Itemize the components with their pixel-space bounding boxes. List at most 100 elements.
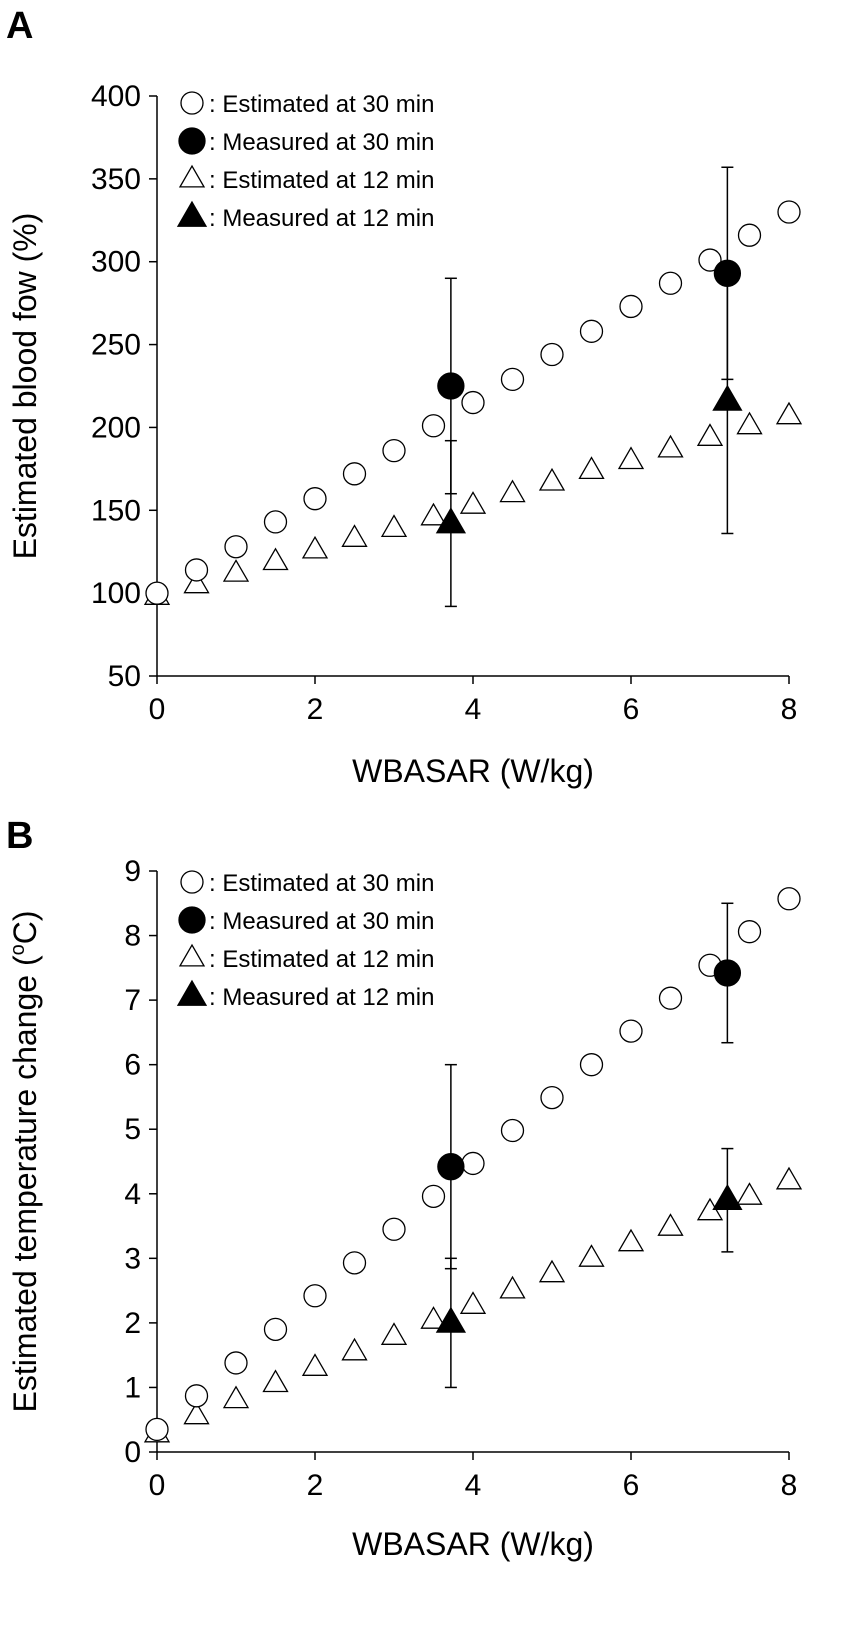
- y-tick-label: 9: [124, 855, 141, 888]
- x-axis-title: WBASAR (W/kg): [352, 1526, 594, 1562]
- estimated-triangle-point: [301, 1353, 329, 1376]
- estimated-circle-point: [342, 1251, 367, 1275]
- legend-label: : Measured at 30 min: [209, 129, 434, 156]
- estimated-triangle-point: [657, 1213, 684, 1236]
- y-tick-label: 5: [124, 1113, 141, 1146]
- legend-marker: [180, 91, 204, 115]
- x-tick-label: 8: [781, 693, 798, 726]
- x-axis-title: WBASAR (W/kg): [352, 753, 594, 789]
- estimated-triangle-point: [775, 401, 803, 425]
- y-tick-label: 6: [124, 1049, 141, 1082]
- y-tick-label: 250: [91, 329, 141, 362]
- estimated-circle-point: [342, 462, 367, 486]
- estimated-circle-point: [777, 887, 801, 911]
- estimated-circle-point: [579, 1053, 604, 1077]
- legend-marker: [178, 906, 206, 934]
- y-tick-label: 0: [124, 1436, 141, 1469]
- measured-circle-point: [437, 372, 465, 400]
- estimated-triangle-point: [578, 1244, 605, 1267]
- estimated-triangle-point: [262, 1369, 289, 1393]
- legend-label: : Estimated at 30 min: [209, 870, 434, 897]
- estimated-circle-point: [303, 1284, 327, 1308]
- x-tick-label: 8: [781, 1469, 798, 1502]
- estimated-circle-point: [658, 986, 683, 1010]
- x-tick-label: 0: [149, 693, 166, 726]
- x-tick-label: 4: [465, 693, 482, 726]
- estimated-triangle-point: [538, 467, 566, 491]
- estimated-circle-point: [540, 1085, 564, 1110]
- y-tick-label: 1: [124, 1371, 141, 1404]
- x-tick-label: 2: [307, 693, 324, 726]
- estimated-triangle-point: [183, 570, 210, 594]
- y-axis-title: Estimated blood fow (%): [7, 213, 43, 560]
- measured-triangle-point: [435, 507, 467, 534]
- estimated-triangle-point: [301, 535, 329, 559]
- legend-marker: [176, 200, 208, 227]
- legend-label: : Estimated at 30 min: [209, 91, 434, 118]
- estimated-circle-point: [263, 1317, 288, 1341]
- estimated-triangle-point: [736, 411, 763, 435]
- legend-label: : Measured at 30 min: [209, 908, 434, 935]
- estimated-triangle-point: [617, 446, 645, 470]
- estimated-triangle-point: [459, 1291, 487, 1314]
- estimated-triangle-point: [341, 524, 368, 547]
- legend-label: : Measured at 12 min: [209, 205, 434, 232]
- y-axis-title-part: Estimated temperature change (: [7, 955, 43, 1412]
- y-tick-label: 200: [91, 411, 141, 444]
- estimated-triangle-point: [222, 1385, 250, 1409]
- measured-circle-point: [713, 959, 742, 987]
- estimated-circle-point: [421, 1184, 446, 1209]
- estimated-circle-point: [737, 223, 762, 247]
- y-tick-label: 300: [91, 246, 141, 279]
- estimated-circle-point: [263, 510, 288, 534]
- estimated-triangle-point: [341, 1337, 368, 1361]
- estimated-circle-point: [382, 1217, 406, 1241]
- estimated-circle-point: [382, 438, 406, 463]
- x-tick-label: 0: [149, 1469, 166, 1502]
- y-axis-title-superscript: o: [7, 944, 29, 955]
- estimated-triangle-point: [736, 1182, 763, 1205]
- y-tick-label: 400: [91, 80, 141, 113]
- legend-marker: [178, 164, 206, 188]
- estimated-circle-point: [224, 1351, 248, 1375]
- y-tick-label: 150: [91, 494, 141, 527]
- estimated-triangle-point: [262, 547, 289, 571]
- legend-marker: [176, 979, 208, 1006]
- estimated-circle-point: [619, 1019, 643, 1043]
- estimated-circle-point: [461, 390, 485, 415]
- legend-label: : Measured at 12 min: [209, 984, 434, 1011]
- estimated-triangle-point: [380, 514, 408, 538]
- panel-label: A: [6, 5, 33, 47]
- x-tick-label: 4: [465, 1469, 482, 1502]
- y-tick-label: 8: [124, 920, 141, 953]
- estimated-circle-point: [224, 535, 248, 559]
- estimated-triangle-point: [617, 1228, 645, 1252]
- panel-b: B 0 1 2 3 4 5 6 7 8 9 0 2 4 6 8 WBASAR (W/kg) Estimated t…: [6, 815, 803, 1562]
- estimated-circle-point: [737, 920, 762, 944]
- estimated-triangle-point: [775, 1166, 803, 1190]
- estimated-circle-point: [698, 248, 722, 272]
- x-tick-label: 2: [307, 1469, 324, 1502]
- estimated-circle-point: [421, 414, 446, 438]
- estimated-triangle-point: [183, 1401, 210, 1425]
- estimated-triangle-point: [459, 491, 487, 514]
- estimated-circle-point: [658, 271, 683, 295]
- estimated-triangle-point: [420, 1306, 447, 1329]
- estimated-circle-point: [500, 1118, 525, 1143]
- estimated-triangle-point: [696, 423, 724, 446]
- y-tick-label: 50: [108, 660, 141, 693]
- legend-label: : Estimated at 12 min: [209, 167, 434, 194]
- y-axis-title-part: C): [7, 910, 43, 944]
- panel-label: B: [6, 815, 33, 857]
- measured-circle-point: [713, 259, 742, 287]
- legend-marker: [178, 943, 206, 967]
- y-axis-title: Estimated temperature change (oC): [7, 910, 43, 1412]
- estimated-triangle-point: [657, 434, 684, 458]
- estimated-triangle-point: [499, 1275, 526, 1299]
- panel-a: A 50 100 150 200 250 300 350 400 0 2 4 6 8 WBASAR (W/k…: [6, 5, 803, 789]
- estimated-circle-point: [303, 487, 327, 511]
- estimated-circle-point: [579, 319, 604, 343]
- estimated-circle-point: [184, 1384, 209, 1408]
- estimated-triangle-point: [538, 1259, 566, 1283]
